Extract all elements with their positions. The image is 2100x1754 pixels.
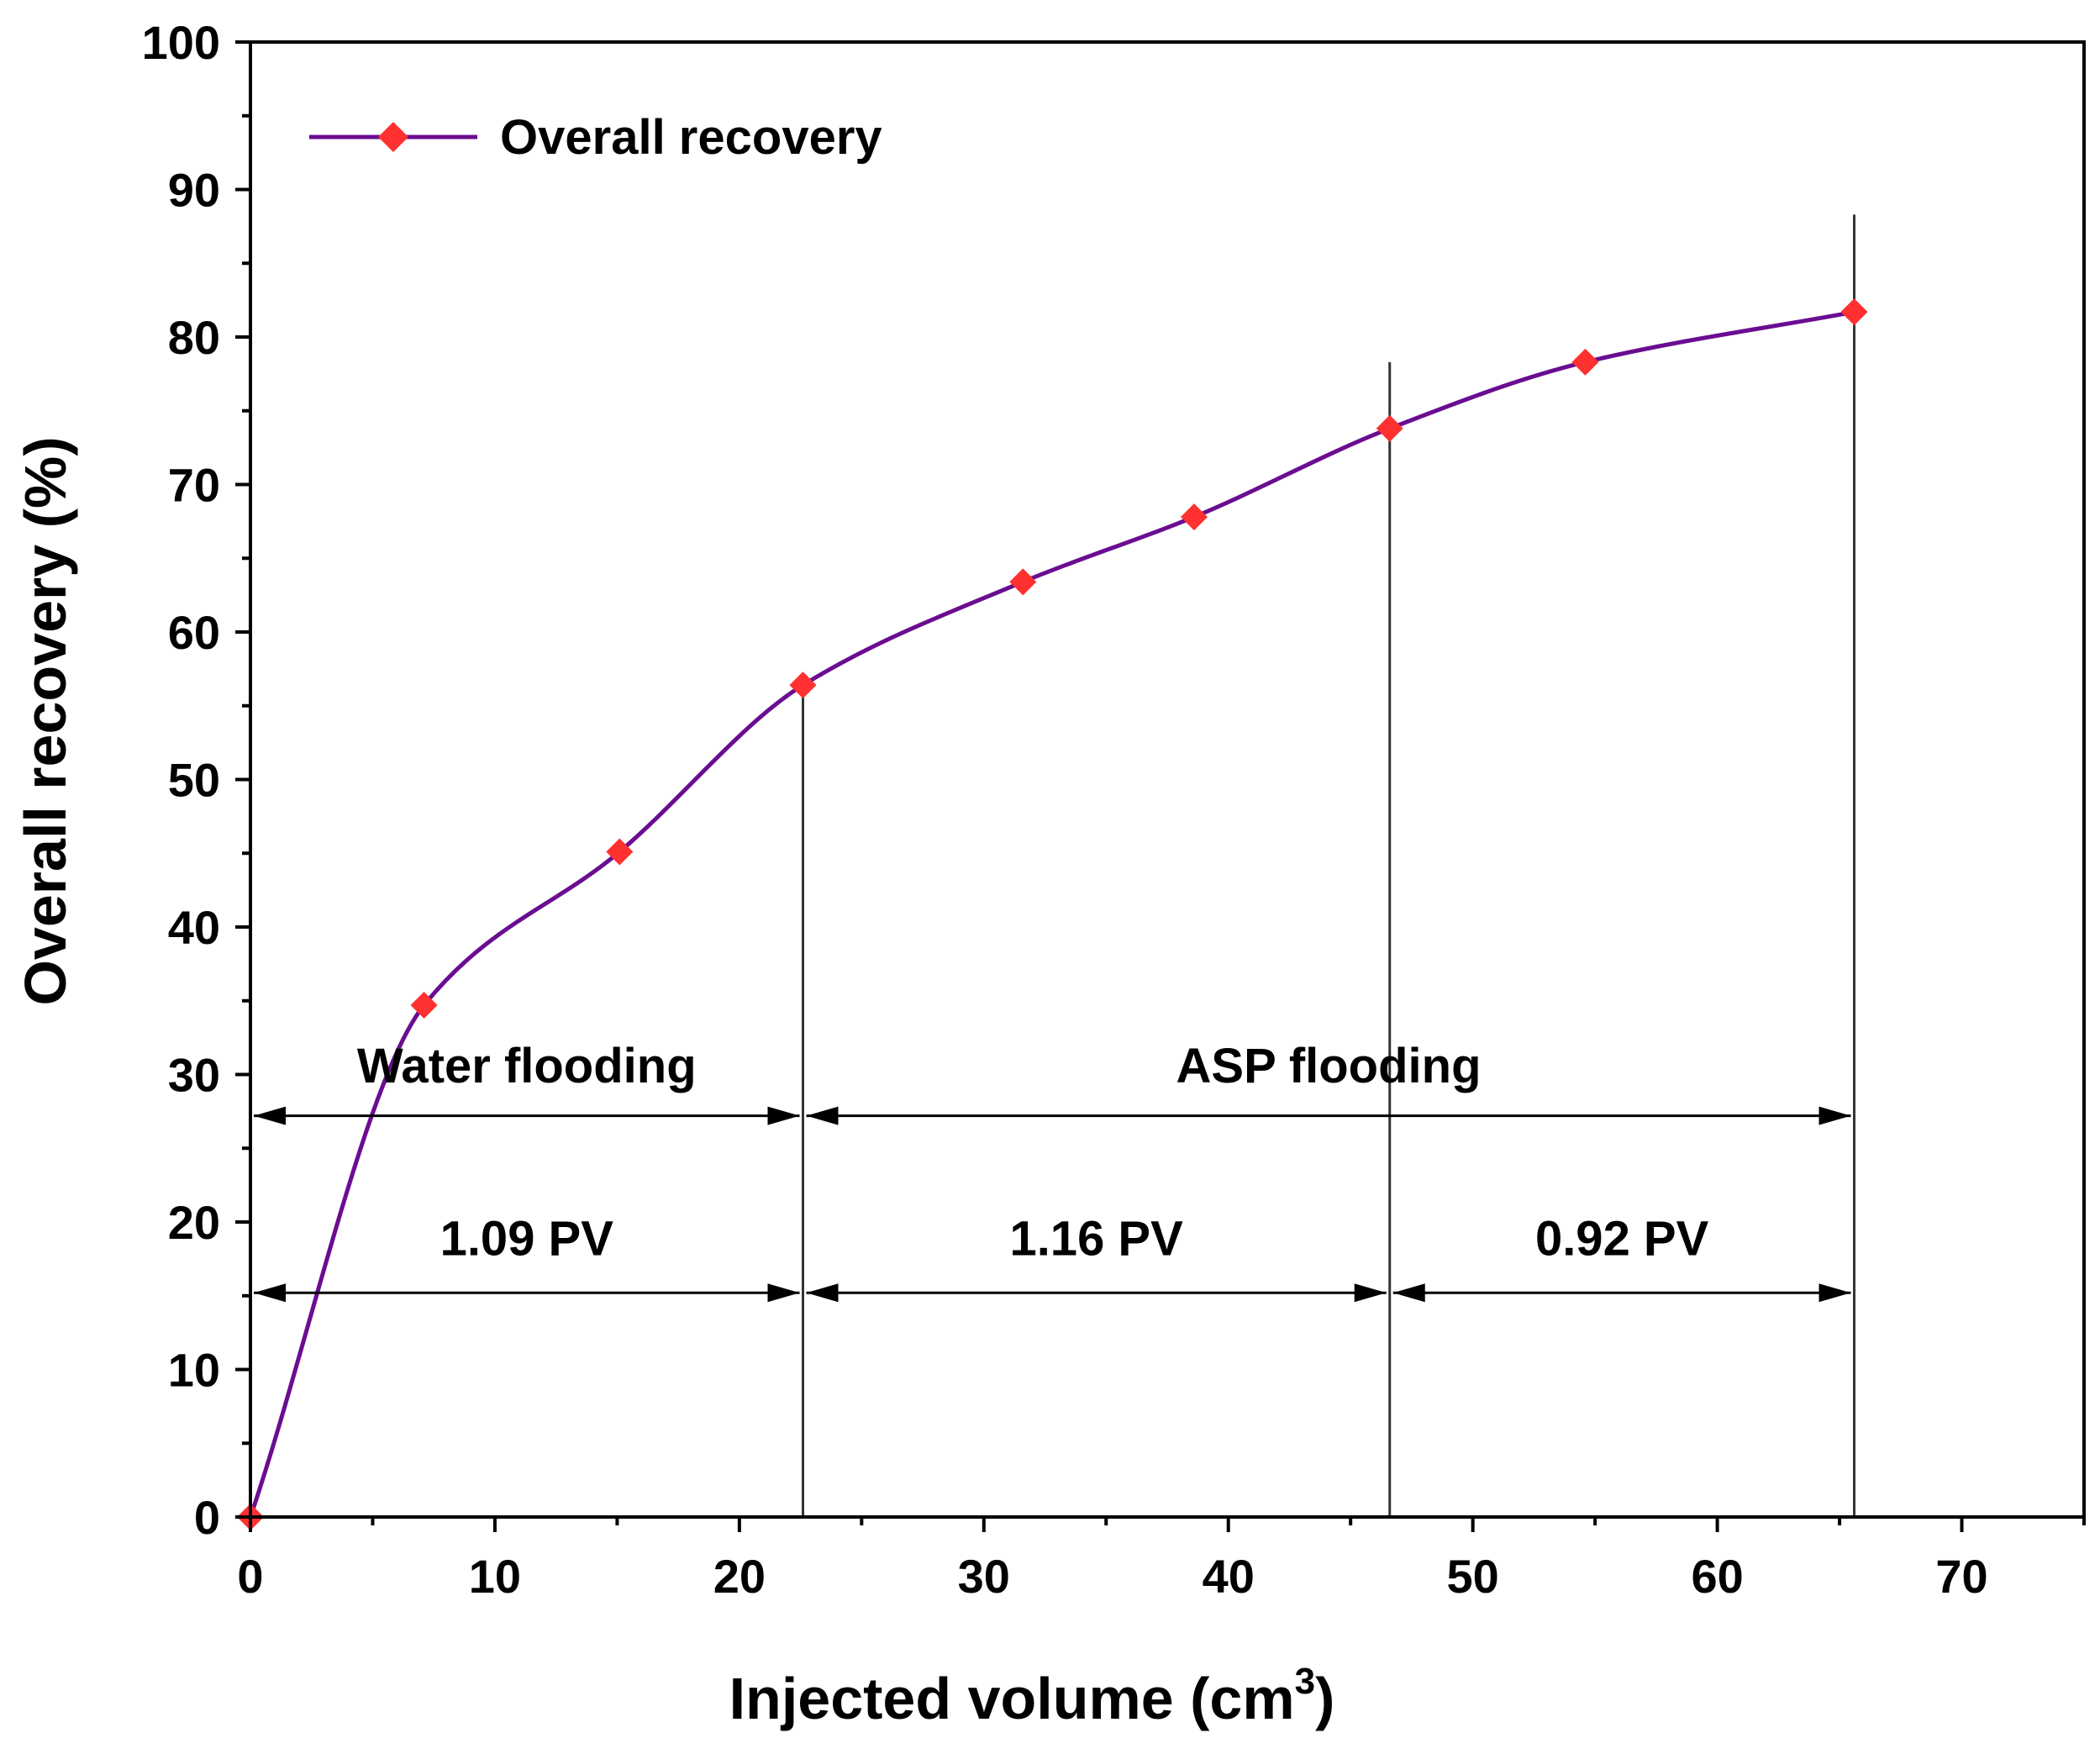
y-tick-label: 20 xyxy=(168,1196,220,1249)
x-tick-label: 0 xyxy=(237,1550,263,1603)
phase-label: Water flooding xyxy=(357,1039,697,1093)
y-tick-label: 10 xyxy=(168,1344,220,1397)
x-tick-label: 40 xyxy=(1203,1550,1255,1603)
pv-span-arrowhead-right xyxy=(1818,1283,1851,1303)
x-tick-label: 60 xyxy=(1691,1550,1743,1603)
data-point xyxy=(1181,503,1208,531)
annotation-layer: Water flooding ASP flooding 1.09 PV 1.16 PV… xyxy=(254,1039,1851,1303)
data-point xyxy=(1376,414,1403,442)
x-axis-title-superscript: 3 xyxy=(1295,1661,1315,1702)
y-axis-title: Overall recovery (%) xyxy=(13,436,78,1005)
data-point xyxy=(606,838,634,866)
pv-label: 1.09 PV xyxy=(440,1211,614,1266)
legend: Overall recovery xyxy=(309,110,882,165)
axes-layer: 0 10 20 30 40 50 60 70 80 90 100 0 10 20 30 40 50 60 70 xyxy=(142,16,2086,1603)
x-tick-label: 10 xyxy=(469,1550,521,1603)
x-axis-title: Injected volume (cm3) xyxy=(729,1661,1335,1731)
series-layer xyxy=(237,298,1868,1530)
x-tick-label: 20 xyxy=(713,1550,766,1603)
y-tick-label: 40 xyxy=(168,901,220,954)
legend-label: Overall recovery xyxy=(500,110,882,165)
y-tick-label: 80 xyxy=(168,311,220,364)
y-tick-label: 0 xyxy=(194,1491,220,1544)
y-tick-label: 60 xyxy=(168,606,220,659)
y-tick-label: 90 xyxy=(168,164,220,217)
pv-span-arrowhead-left xyxy=(254,1283,286,1303)
x-tick-label: 50 xyxy=(1447,1550,1499,1603)
pv-span-arrowhead-right xyxy=(767,1283,800,1303)
y-tick-label: 100 xyxy=(142,16,220,69)
pv-label: 0.92 PV xyxy=(1535,1211,1709,1266)
data-point xyxy=(1840,298,1868,326)
x-tick-label: 70 xyxy=(1935,1550,1987,1603)
phase-label: ASP flooding xyxy=(1176,1039,1482,1093)
pv-span-arrowhead-left xyxy=(1392,1283,1425,1303)
x-axis-title-close: ) xyxy=(1315,1666,1334,1731)
data-point xyxy=(1571,348,1599,376)
pv-span-arrowhead-right xyxy=(1354,1283,1387,1303)
x-tick-label: 30 xyxy=(958,1550,1010,1603)
data-point xyxy=(1009,568,1037,596)
y-tick-label: 30 xyxy=(168,1049,220,1102)
pv-span-arrowhead-left xyxy=(806,1283,839,1303)
pv-label: 1.16 PV xyxy=(1009,1211,1183,1266)
x-axis-title-main: Injected volume (cm xyxy=(729,1666,1295,1731)
legend-marker xyxy=(378,122,408,152)
data-point xyxy=(410,992,438,1019)
phase-span-arrowhead-left xyxy=(806,1106,839,1125)
guide-layer xyxy=(802,214,1856,1517)
y-tick-label: 70 xyxy=(168,459,220,512)
data-point xyxy=(789,672,817,699)
y-tick-label: 50 xyxy=(168,754,220,807)
phase-span-arrowhead-right xyxy=(1818,1106,1851,1125)
phase-span-arrowhead-left xyxy=(254,1106,286,1125)
phase-span-arrowhead-right xyxy=(767,1106,800,1125)
